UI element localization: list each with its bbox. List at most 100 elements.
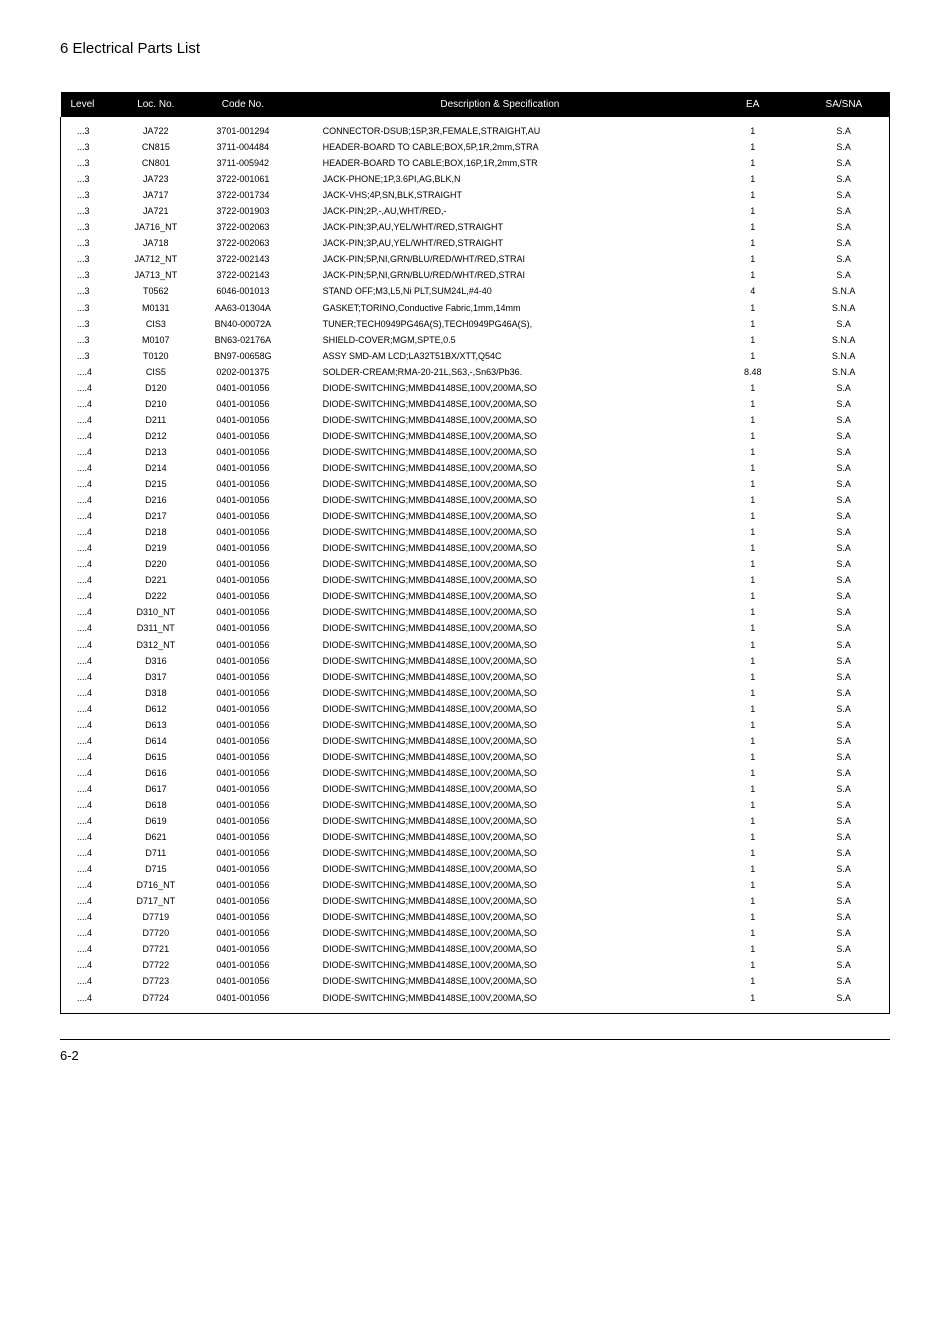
table-cell: T0120 [119,348,194,364]
table-cell: CIS3 [119,316,194,332]
table-cell: 0401-001056 [193,990,292,1013]
table-row: ....4D77210401-001056DIODE-SWITCHING;MMB… [61,942,890,958]
table-cell: D619 [119,814,194,830]
table-cell: DIODE-SWITCHING;MMBD4148SE,100V,200MA,SO [293,894,708,910]
table-cell: M0107 [119,332,194,348]
table-cell: S.A [798,974,889,990]
table-cell: 1 [707,701,798,717]
table-row: ....4D2180401-001056DIODE-SWITCHING;MMBD… [61,525,890,541]
table-cell: 0401-001056 [193,557,292,573]
table-cell: D716_NT [119,878,194,894]
table-header: Level Loc. No. Code No. Description & Sp… [61,92,890,117]
table-cell: D711 [119,846,194,862]
table-cell: 0401-001056 [193,493,292,509]
table-cell: S.A [798,428,889,444]
table-cell: S.A [798,701,889,717]
table-row: ...3JA7183722-002063JACK-PIN;3P,AU,YEL/W… [61,236,890,252]
table-cell: S.A [798,117,889,140]
table-cell: DIODE-SWITCHING;MMBD4148SE,100V,200MA,SO [293,653,708,669]
table-cell: 1 [707,990,798,1013]
table-cell: 0401-001056 [193,830,292,846]
table-cell: DIODE-SWITCHING;MMBD4148SE,100V,200MA,SO [293,701,708,717]
table-cell: 6046-001013 [193,284,292,300]
table-cell: DIODE-SWITCHING;MMBD4148SE,100V,200MA,SO [293,862,708,878]
table-cell: D717_NT [119,894,194,910]
table-cell: S.A [798,460,889,476]
table-row: ....4D2160401-001056DIODE-SWITCHING;MMBD… [61,493,890,509]
table-cell: S.A [798,589,889,605]
table-cell: DIODE-SWITCHING;MMBD4148SE,100V,200MA,SO [293,477,708,493]
table-cell: GASKET;TORINO,Conductive Fabric,1mm,14mm [293,300,708,316]
col-sasna: SA/SNA [798,92,889,117]
table-row: ....4D2120401-001056DIODE-SWITCHING;MMBD… [61,428,890,444]
table-cell: S.A [798,894,889,910]
table-cell: S.A [798,252,889,268]
table-cell: ....4 [61,781,119,797]
table-cell: S.A [798,316,889,332]
table-cell: JACK-PIN;5P,NI,GRN/BLU/RED/WHT/RED,STRAI [293,252,708,268]
table-row: ...3JA713_NT3722-002143JACK-PIN;5P,NI,GR… [61,268,890,284]
table-cell: AA63-01304A [193,300,292,316]
table-cell: 0401-001056 [193,669,292,685]
table-cell: D311_NT [119,621,194,637]
table-cell: 1 [707,252,798,268]
table-cell: 1 [707,428,798,444]
table-cell: D614 [119,733,194,749]
table-cell: 1 [707,717,798,733]
table-row: ....4D312_NT0401-001056DIODE-SWITCHING;M… [61,637,890,653]
table-cell: 1 [707,172,798,188]
table-cell: ....4 [61,733,119,749]
table-cell: ...3 [61,172,119,188]
table-cell: ....4 [61,926,119,942]
table-cell: D219 [119,541,194,557]
table-cell: 0401-001056 [193,605,292,621]
table-cell: 1 [707,974,798,990]
table-cell: D618 [119,797,194,813]
table-row: ....4D6190401-001056DIODE-SWITCHING;MMBD… [61,814,890,830]
table-cell: ....4 [61,364,119,380]
table-row: ....4D2110401-001056DIODE-SWITCHING;MMBD… [61,412,890,428]
parts-table: Level Loc. No. Code No. Description & Sp… [60,92,890,1014]
col-codeno: Code No. [193,92,292,117]
table-cell: D613 [119,717,194,733]
table-cell: 3722-001903 [193,204,292,220]
table-row: ...3M0107BN63-02176ASHIELD-COVER;MGM,SPT… [61,332,890,348]
table-cell: S.A [798,396,889,412]
table-cell: S.A [798,444,889,460]
table-cell: D616 [119,765,194,781]
table-cell: ....4 [61,541,119,557]
table-cell: DIODE-SWITCHING;MMBD4148SE,100V,200MA,SO [293,541,708,557]
table-row: ...3CN8153711-004484HEADER-BOARD TO CABL… [61,140,890,156]
table-cell: 0401-001056 [193,444,292,460]
table-cell: 0401-001056 [193,814,292,830]
table-cell: DIODE-SWITCHING;MMBD4148SE,100V,200MA,SO [293,974,708,990]
table-cell: D317 [119,669,194,685]
table-cell: DIODE-SWITCHING;MMBD4148SE,100V,200MA,SO [293,573,708,589]
table-cell: 0401-001056 [193,509,292,525]
table-cell: DIODE-SWITCHING;MMBD4148SE,100V,200MA,SO [293,493,708,509]
table-cell: S.A [798,525,889,541]
table-cell: DIODE-SWITCHING;MMBD4148SE,100V,200MA,SO [293,733,708,749]
table-row: ....4D6160401-001056DIODE-SWITCHING;MMBD… [61,765,890,781]
table-row: ....4D77220401-001056DIODE-SWITCHING;MMB… [61,958,890,974]
table-row: ....4D717_NT0401-001056DIODE-SWITCHING;M… [61,894,890,910]
table-cell: 0401-001056 [193,846,292,862]
table-cell: 0202-001375 [193,364,292,380]
table-row: ....4D77230401-001056DIODE-SWITCHING;MMB… [61,974,890,990]
table-cell: ....4 [61,894,119,910]
table-cell: DIODE-SWITCHING;MMBD4148SE,100V,200MA,SO [293,637,708,653]
table-row: ....4D7110401-001056DIODE-SWITCHING;MMBD… [61,846,890,862]
table-cell: ....4 [61,573,119,589]
table-cell: 0401-001056 [193,958,292,974]
table-row: ...3T05626046-001013STAND OFF;M3,L5,Ni P… [61,284,890,300]
table-cell: 1 [707,188,798,204]
table-cell: JA717 [119,188,194,204]
table-cell: DIODE-SWITCHING;MMBD4148SE,100V,200MA,SO [293,781,708,797]
table-cell: 1 [707,573,798,589]
table-cell: D210 [119,396,194,412]
table-cell: ...3 [61,348,119,364]
table-cell: 0401-001056 [193,396,292,412]
table-cell: S.A [798,204,889,220]
table-cell: 8.48 [707,364,798,380]
table-cell: ....4 [61,942,119,958]
